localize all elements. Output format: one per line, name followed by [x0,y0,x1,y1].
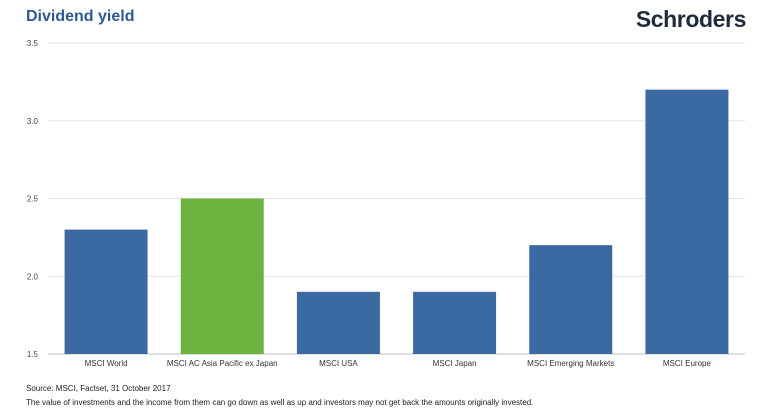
bar [645,89,729,355]
y-tick-label: 3.5 [27,39,39,48]
y-tick-label: 1.5 [27,350,39,359]
bar [64,229,148,354]
x-category-label: MSCI World [85,359,128,368]
y-tick-label: 3.0 [27,117,39,126]
source-note: Source: MSCI, Factset, 31 October 2017 [26,384,171,393]
x-category-label: MSCI AC Asia Pacific ex Japan [167,359,278,368]
y-tick-label: 2.0 [27,272,39,281]
x-category-label: MSCI Europe [663,359,712,368]
bar [529,245,613,354]
disclaimer-note: The value of investments and the income … [26,398,534,407]
bar [413,291,497,354]
x-category-label: MSCI Japan [433,359,477,368]
bar [180,198,264,354]
x-category-label: MSCI Emerging Markets [527,359,614,368]
y-tick-label: 2.5 [27,195,39,204]
chart-title: Dividend yield [26,8,135,25]
x-category-label: MSCI USA [319,359,358,368]
bar-chart: 1.5 2.0 2.5 3.0 3.5 MSCI World MSCI AC Asia Pa… [27,39,745,368]
brand-logo: Schroders [635,6,747,32]
bar [296,291,380,354]
